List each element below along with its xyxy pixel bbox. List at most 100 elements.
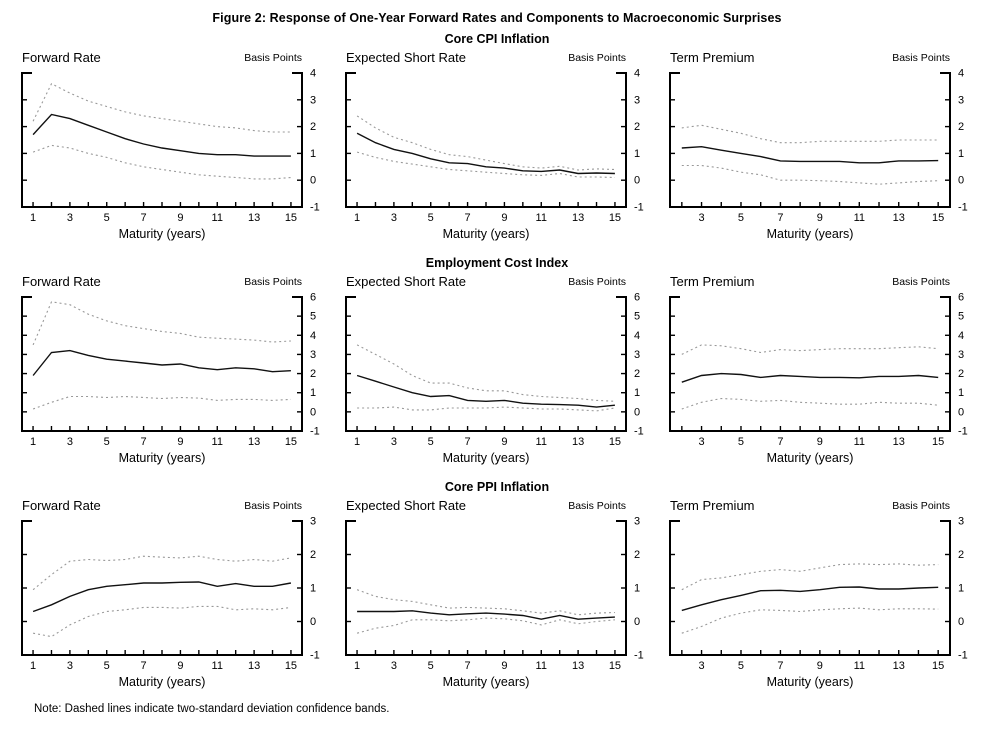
panel-header: Term Premium Basis Points (662, 495, 980, 513)
x-tick-label: 15 (932, 660, 944, 672)
unit-label: Basis Points (892, 276, 950, 288)
unit-label: Basis Points (244, 276, 302, 288)
axes (21, 72, 303, 208)
x-tick-label: 15 (285, 660, 297, 672)
lower-band-line (356, 617, 615, 634)
y-tick-label: 1 (310, 387, 316, 399)
x-tick-label: 15 (285, 436, 297, 448)
x-tick-label: 13 (572, 660, 584, 672)
panel-header: Forward Rate Basis Points (14, 47, 332, 65)
unit-label: Basis Points (568, 276, 626, 288)
y-tick-label: -1 (310, 202, 320, 214)
x-tick-label: 9 (177, 212, 183, 224)
x-tick-label: 3 (698, 212, 704, 224)
tick-marks (346, 296, 626, 432)
tick-marks (346, 520, 626, 656)
panel-title: Expected Short Rate (346, 498, 466, 513)
x-axis-title: Maturity (years) (119, 675, 206, 689)
x-tick-label: 7 (141, 436, 147, 448)
x-tick-label: 3 (67, 436, 73, 448)
y-tick-label: 2 (634, 549, 640, 561)
axes (345, 520, 627, 656)
y-tick-label: 1 (310, 583, 316, 595)
x-tick-label: 7 (141, 660, 147, 672)
x-tick-label: 11 (854, 660, 865, 672)
y-tick-label: 3 (310, 349, 316, 361)
x-tick-label: 9 (817, 212, 823, 224)
upper-band-line (356, 589, 615, 616)
panel-title: Term Premium (670, 498, 755, 513)
row-heading-core-ppi: Core PPI Inflation (444, 480, 550, 494)
x-tick-label: 11 (536, 212, 547, 224)
panel-core-ppi-inflation-term-premium: Term Premium Basis Points -1 0 1 2 3 3 5 7 9 11 13 15… (662, 495, 980, 697)
y-tick-label: 0 (958, 406, 964, 418)
row-block-core-cpi: Core CPI Inflation Forward Rate Basis Poi… (0, 32, 994, 249)
panel-title: Term Premium (670, 274, 755, 289)
tick-marks (670, 72, 950, 208)
x-tick-label: 5 (104, 436, 110, 448)
x-axis-title: Maturity (years) (767, 451, 854, 465)
x-tick-label: 15 (285, 212, 297, 224)
x-axis-title: Maturity (years) (443, 675, 530, 689)
tick-marks (670, 520, 950, 656)
x-tick-label: 3 (391, 436, 397, 448)
x-tick-label: 11 (212, 660, 223, 672)
upper-band-line (32, 82, 291, 133)
row-heading-eci: Employment Cost Index (425, 256, 569, 270)
y-tick-label: 0 (634, 616, 640, 628)
x-tick-label: 7 (777, 212, 783, 224)
y-tick-label: 6 (958, 292, 964, 304)
x-tick-label: 15 (609, 436, 621, 448)
y-tick-label: 0 (310, 175, 316, 187)
unit-label: Basis Points (244, 500, 302, 512)
unit-label: Basis Points (568, 52, 626, 64)
lower-band-line (681, 397, 939, 410)
y-tick-label: 3 (958, 516, 964, 528)
x-tick-label: 7 (465, 660, 471, 672)
y-tick-label: 2 (310, 549, 316, 561)
x-tick-label: 5 (104, 212, 110, 224)
response-line (32, 581, 292, 613)
line-chart: -1 0 1 2 3 4 5 6 3 5 7 9 11 13 15 Maturity (years) (669, 292, 968, 465)
y-tick-label: 4 (634, 68, 640, 80)
lower-band-line (33, 605, 291, 638)
upper-band-line (356, 344, 615, 402)
axes (345, 296, 627, 432)
axes (669, 296, 951, 432)
y-tick-label: 6 (634, 292, 640, 304)
panel-title: Forward Rate (22, 498, 101, 513)
x-tick-label: 9 (501, 212, 507, 224)
x-tick-label: 7 (465, 212, 471, 224)
y-tick-label: 5 (634, 311, 640, 323)
y-tick-label: 2 (958, 121, 964, 133)
lower-band-line (681, 607, 939, 634)
panel-header: Term Premium Basis Points (662, 47, 980, 65)
x-tick-label: 5 (738, 660, 744, 672)
x-tick-label: 13 (893, 436, 905, 448)
x-tick-label: 1 (30, 660, 36, 672)
y-tick-label: 4 (310, 68, 316, 80)
upper-band-line (32, 555, 291, 591)
x-tick-label: 13 (893, 660, 905, 672)
panel-header: Expected Short Rate Basis Points (338, 495, 656, 513)
response-line (357, 610, 615, 620)
axes (345, 72, 627, 208)
x-tick-label: 13 (248, 212, 260, 224)
tick-marks (670, 296, 950, 432)
x-tick-label: 1 (354, 660, 360, 672)
axis-labels: -1 0 1 2 3 4 3 5 7 9 11 13 15 Maturity (years) (698, 68, 967, 242)
x-tick-label: 1 (30, 212, 36, 224)
lower-band-line (357, 406, 615, 412)
panel-title: Expected Short Rate (346, 274, 466, 289)
response-line (356, 132, 615, 175)
y-tick-label: 3 (634, 349, 640, 361)
panel-header: Term Premium Basis Points (662, 271, 980, 289)
y-tick-label: 1 (634, 148, 640, 160)
panel-header: Expected Short Rate Basis Points (338, 271, 656, 289)
panel-employment-cost-index-forward-rate: Forward Rate Basis Points -1 0 1 2 3 4 5 6 1 3 5 7 9 11… (14, 271, 332, 473)
x-tick-label: 15 (932, 212, 944, 224)
y-tick-label: 0 (634, 175, 640, 187)
